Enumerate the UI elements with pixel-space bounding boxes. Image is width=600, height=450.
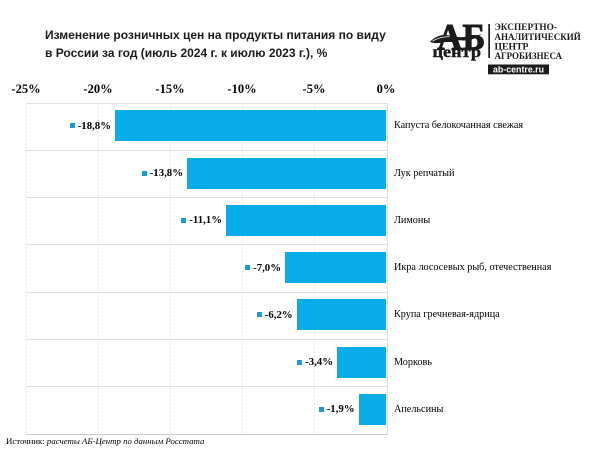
svg-text:ЭКСПЕРТНО-: ЭКСПЕРТНО- [495,23,558,33]
svg-text:ab-centre.ru: ab-centre.ru [493,64,544,74]
svg-text:центр: центр [433,44,482,61]
svg-text:ЦЕНТР: ЦЕНТР [495,43,529,53]
svg-text:АГРОБИЗНЕСА: АГРОБИЗНЕСА [495,52,563,62]
svg-text:АНАЛИТИЧЕСКИЙ: АНАЛИТИЧЕСКИЙ [495,31,582,43]
